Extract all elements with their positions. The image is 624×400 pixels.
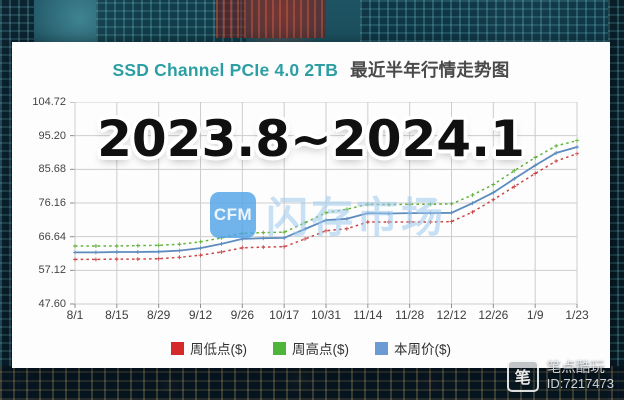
creator-watermark: 笔 笔点酷玩 ID:7217473 bbox=[506, 360, 614, 392]
legend-item: 周高点($) bbox=[273, 338, 349, 358]
building-silhouette bbox=[0, 366, 624, 400]
y-tick-label: 66.64 bbox=[38, 230, 66, 243]
y-tick-label: 57.12 bbox=[38, 264, 66, 277]
y-tick-label: 85.68 bbox=[38, 163, 66, 176]
chart-title-product: SSD Channel PCIe 4.0 2TB bbox=[112, 60, 339, 80]
x-tick-label: 10/31 bbox=[310, 308, 342, 322]
y-tick-label: 104.72 bbox=[32, 96, 66, 108]
legend-label: 周低点($) bbox=[190, 342, 247, 357]
building-silhouette bbox=[608, 0, 624, 400]
x-tick-label: 1/9 bbox=[526, 308, 544, 322]
chart-title-subtitle: 最近半年行情走势图 bbox=[350, 60, 510, 80]
x-tick-label: 11/14 bbox=[353, 308, 383, 322]
data-point-markers bbox=[73, 151, 579, 262]
data-point-markers bbox=[73, 145, 579, 255]
x-tick-label: 9/12 bbox=[188, 308, 213, 322]
x-tick-label: 10/17 bbox=[269, 308, 300, 322]
legend-item: 周低点($) bbox=[171, 338, 247, 358]
chart-title: SSD Channel PCIe 4.0 2TB 最近半年行情走势图 bbox=[12, 57, 610, 82]
y-tick-label: 76.16 bbox=[38, 197, 66, 209]
x-tick-label: 8/15 bbox=[105, 308, 129, 322]
x-tick-label: 8/29 bbox=[146, 308, 171, 322]
x-tick-label: 12/12 bbox=[436, 308, 467, 322]
y-tick-label: 47.60 bbox=[38, 298, 66, 310]
x-tick-label: 9/26 bbox=[230, 308, 254, 322]
x-tick-label: 8/1 bbox=[66, 308, 84, 322]
creator-logo-icon: 笔 bbox=[506, 360, 539, 392]
creator-id: ID:7217473 bbox=[546, 376, 614, 391]
x-tick-label: 1/23 bbox=[565, 308, 589, 322]
x-tick-label: 11/28 bbox=[395, 308, 425, 322]
legend-label: 周高点($) bbox=[292, 342, 349, 357]
legend-swatch-icon bbox=[375, 341, 388, 355]
y-tick-label: 95.20 bbox=[38, 129, 66, 142]
date-range-overlay: 2023.8~2024.1 bbox=[97, 110, 525, 168]
red-lit-structure bbox=[216, 0, 326, 38]
chart-legend: 周低点($) 周高点($) 本周价($) bbox=[12, 338, 610, 358]
legend-label: 本周价($) bbox=[394, 342, 451, 357]
legend-swatch-icon bbox=[273, 341, 286, 355]
x-tick-label: 12/26 bbox=[478, 308, 509, 322]
price-trend-line-chart bbox=[70, 102, 579, 308]
creator-name: 笔点酷玩 bbox=[546, 360, 605, 376]
chart-card: SSD Channel PCIe 4.0 2TB 最近半年行情走势图 104.7… bbox=[12, 42, 610, 368]
building-silhouette bbox=[360, 0, 610, 42]
legend-swatch-icon bbox=[171, 341, 184, 355]
legend-item: 本周价($) bbox=[375, 338, 451, 358]
